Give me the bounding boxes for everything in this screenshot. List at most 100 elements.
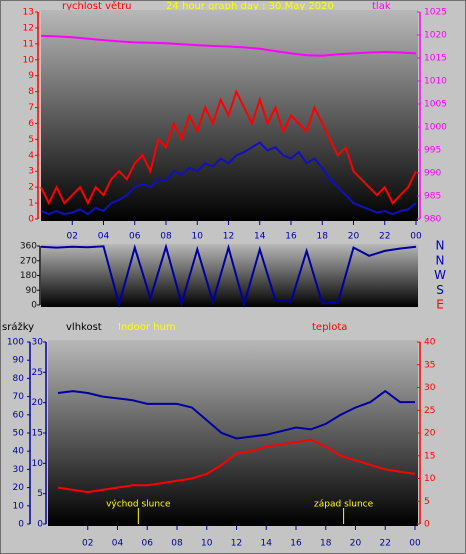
y-tick-label: 3 xyxy=(28,167,34,177)
annotation: západ slunce xyxy=(314,500,374,510)
y-tick-label: 360 xyxy=(20,242,37,252)
x-tick-label: 12 xyxy=(223,232,234,242)
y-tick-label: 995 xyxy=(424,146,441,156)
x-tick-label: 02 xyxy=(82,539,93,549)
x-tick-label: 06 xyxy=(129,232,141,242)
y-tick-label: 20 xyxy=(32,398,44,408)
y-tick-label: 8 xyxy=(28,87,34,97)
chart-title: 24 hour graph day : 30.May 2020 xyxy=(166,1,334,12)
y-tick-label: 7 xyxy=(28,103,34,113)
y-tick-label: 1005 xyxy=(424,100,447,110)
y-tick-label: 0 xyxy=(424,520,430,530)
y-tick-label: 180 xyxy=(20,271,37,281)
compass-label: S xyxy=(436,283,444,297)
y-tick-label: 70 xyxy=(13,392,25,402)
x-tick-label: 18 xyxy=(320,539,332,549)
y-tick-label: 40 xyxy=(424,338,436,348)
y-tick-label: 1020 xyxy=(424,31,447,41)
y-tick-label: 0 xyxy=(18,520,24,530)
y-tick-label: 35 xyxy=(424,360,435,370)
y-tick-label: 10 xyxy=(424,474,436,484)
y-tick-label: 100 xyxy=(7,338,24,348)
y-tick-label: 60 xyxy=(13,410,25,420)
y-tick-label: 13 xyxy=(23,8,34,18)
y-tick-label: 1 xyxy=(28,199,34,209)
series-line xyxy=(40,88,417,206)
pressure-label: tlak xyxy=(372,1,391,12)
y-tick-label: 985 xyxy=(424,192,441,202)
x-tick-label: 02 xyxy=(67,232,78,242)
y-tick-label: 90 xyxy=(13,356,25,366)
y-tick-label: 10 xyxy=(13,501,25,511)
y-tick-label: 30 xyxy=(424,383,436,393)
y-tick-label: 12 xyxy=(23,23,34,33)
y-tick-label: 90 xyxy=(26,286,38,296)
x-tick-label: 20 xyxy=(348,232,360,242)
y-tick-label: 0 xyxy=(28,215,34,225)
y-tick-label: 30 xyxy=(32,338,44,348)
series-line xyxy=(57,438,416,494)
series-line xyxy=(57,389,415,440)
rain-label: srážky xyxy=(2,321,34,333)
y-tick-label: 0 xyxy=(37,520,43,530)
series-line xyxy=(40,141,417,216)
y-tick-label: 1025 xyxy=(424,8,447,18)
y-tick-label: 15 xyxy=(424,451,435,461)
y-tick-label: 20 xyxy=(424,429,436,439)
y-tick-label: 50 xyxy=(13,429,25,439)
x-tick-label: 20 xyxy=(350,539,362,549)
x-tick-label: 08 xyxy=(171,539,183,549)
x-tick-label: 14 xyxy=(254,232,266,242)
x-tick-label: 06 xyxy=(142,539,154,549)
y-tick-label: 15 xyxy=(32,429,43,439)
y-tick-label: 5 xyxy=(424,497,430,507)
compass-label: N xyxy=(436,239,445,253)
x-tick-label: 12 xyxy=(231,539,242,549)
y-tick-label: 80 xyxy=(13,374,25,384)
y-tick-label: 0 xyxy=(31,301,37,311)
y-tick-label: 5 xyxy=(37,489,43,499)
plot-background xyxy=(48,340,418,526)
x-tick-label: 00 xyxy=(409,539,421,549)
x-tick-label: 08 xyxy=(160,232,172,242)
x-tick-label: 16 xyxy=(285,232,297,242)
x-tick-label: 22 xyxy=(379,232,390,242)
compass-label: E xyxy=(436,298,444,312)
temperature-label: teplota xyxy=(312,322,347,333)
y-tick-label: 2 xyxy=(28,183,34,193)
y-tick-label: 1000 xyxy=(424,123,447,133)
y-tick-label: 5 xyxy=(28,135,34,145)
x-tick-label: 22 xyxy=(380,539,391,549)
compass-label: N xyxy=(436,253,445,267)
y-tick-label: 270 xyxy=(20,256,37,266)
x-tick-label: 10 xyxy=(201,539,213,549)
y-tick-label: 20 xyxy=(13,483,25,493)
x-tick-label: 10 xyxy=(192,232,204,242)
y-tick-label: 25 xyxy=(32,368,43,378)
x-tick-label: 00 xyxy=(410,232,422,242)
y-tick-label: 10 xyxy=(32,459,44,469)
x-tick-label: 04 xyxy=(98,232,110,242)
compass-label: W xyxy=(434,268,446,282)
y-tick-label: 1015 xyxy=(424,54,447,64)
humidity-label: vlhkost xyxy=(66,322,102,333)
y-tick-label: 25 xyxy=(424,406,435,416)
y-tick-label: 6 xyxy=(28,119,34,129)
y-tick-label: 30 xyxy=(13,465,25,475)
y-tick-label: 990 xyxy=(424,169,441,179)
y-tick-label: 11 xyxy=(23,39,34,49)
y-tick-label: 1010 xyxy=(424,77,447,87)
y-tick-label: 10 xyxy=(23,55,35,65)
wind-label: rychlost větru xyxy=(62,0,132,12)
y-tick-label: 4 xyxy=(28,151,34,161)
note: Indoor hum xyxy=(118,322,176,333)
x-tick-label: 18 xyxy=(317,232,329,242)
x-tick-label: 16 xyxy=(290,539,302,549)
annotation: východ slunce xyxy=(106,500,171,510)
series-line xyxy=(40,243,417,308)
y-tick-label: 40 xyxy=(13,447,25,457)
y-tick-label: 9 xyxy=(28,71,34,81)
x-tick-label: 14 xyxy=(261,539,273,549)
x-tick-label: 04 xyxy=(112,539,124,549)
